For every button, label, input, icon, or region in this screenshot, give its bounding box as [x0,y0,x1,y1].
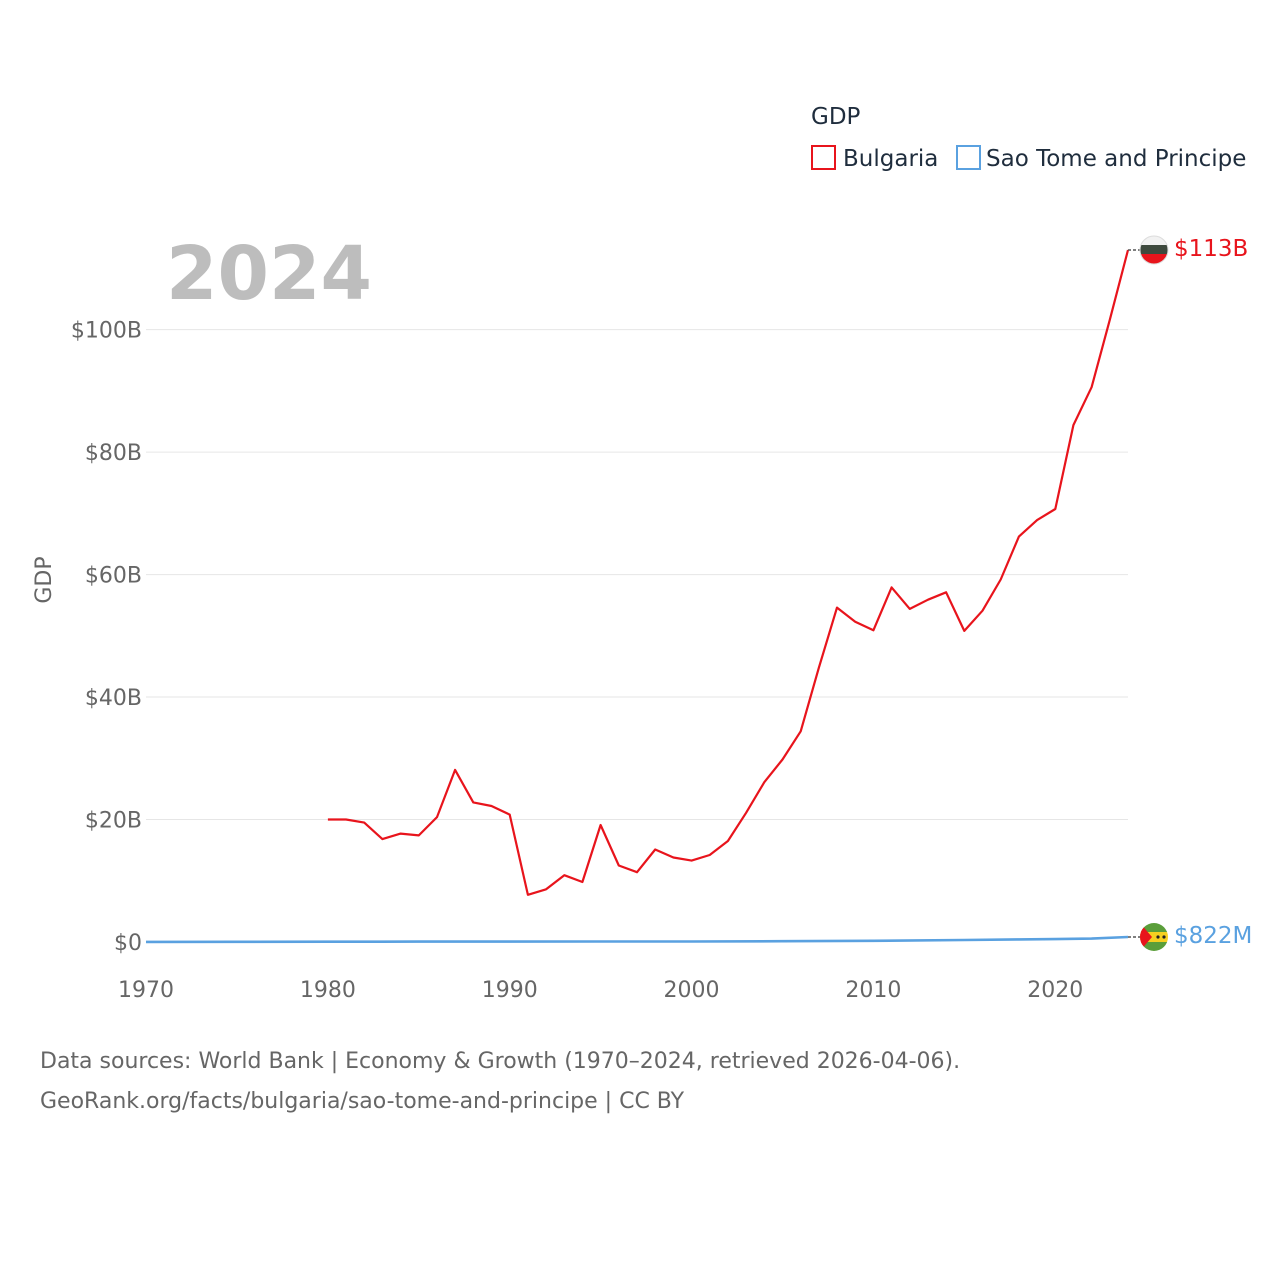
bulgaria-flag-icon [1128,235,1169,265]
series-line-sao-tome-and-principe [145,935,1129,944]
legend: GDP Bulgaria Sao Tome and Principe [811,104,1246,172]
y-axis-title: GDP [32,556,57,603]
x-tick-label: 1990 [482,978,538,1003]
y-tick-label: $0 [114,931,142,956]
year-label: 2024 [166,231,372,317]
legend-label-sao-tome: Sao Tome and Principe [986,146,1246,172]
end-label-bulgaria: $113B [1174,236,1248,262]
y-tick-label: $60B [85,564,142,589]
end-label-sao-tome: $822M [1174,923,1252,949]
y-tick-labels: $0 $20B $40B $60B $80B $100B [71,319,142,956]
y-gridlines [146,329,1128,821]
y-tick-label: $20B [85,809,142,834]
x-tick-label: 2020 [1027,978,1083,1003]
series-lines [145,249,1130,944]
x-tick-label: 2000 [664,978,720,1003]
x-tick-label: 2010 [845,978,901,1003]
footer: Data sources: World Bank | Economy & Gro… [40,1042,1240,1122]
x-tick-label: 1980 [300,978,356,1003]
x-tick-labels: 1970 1980 1990 2000 2010 2020 [118,978,1083,1003]
legend-item-bulgaria[interactable]: Bulgaria [811,145,938,172]
gdp-line-chart: $0 $20B $40B $60B $80B $100B 1970 1980 1990 2000… [32,104,1252,1003]
legend-label-bulgaria: Bulgaria [843,146,938,172]
legend-swatch-bulgaria [811,145,836,170]
legend-item-sao-tome[interactable]: Sao Tome and Principe [956,145,1246,172]
legend-swatch-sao-tome [956,145,981,170]
y-tick-label: $100B [71,319,142,344]
x-tick-label: 1970 [118,978,174,1003]
legend-title: GDP [811,104,861,130]
y-tick-label: $40B [85,686,142,711]
sao-tome-flag-icon [1128,923,1168,951]
footer-sources: Data sources: World Bank | Economy & Gro… [40,1049,961,1074]
footer-attribution[interactable]: GeoRank.org/facts/bulgaria/sao-tome-and-… [40,1089,685,1114]
y-tick-label: $80B [85,441,142,466]
series-line-bulgaria [327,249,1130,896]
